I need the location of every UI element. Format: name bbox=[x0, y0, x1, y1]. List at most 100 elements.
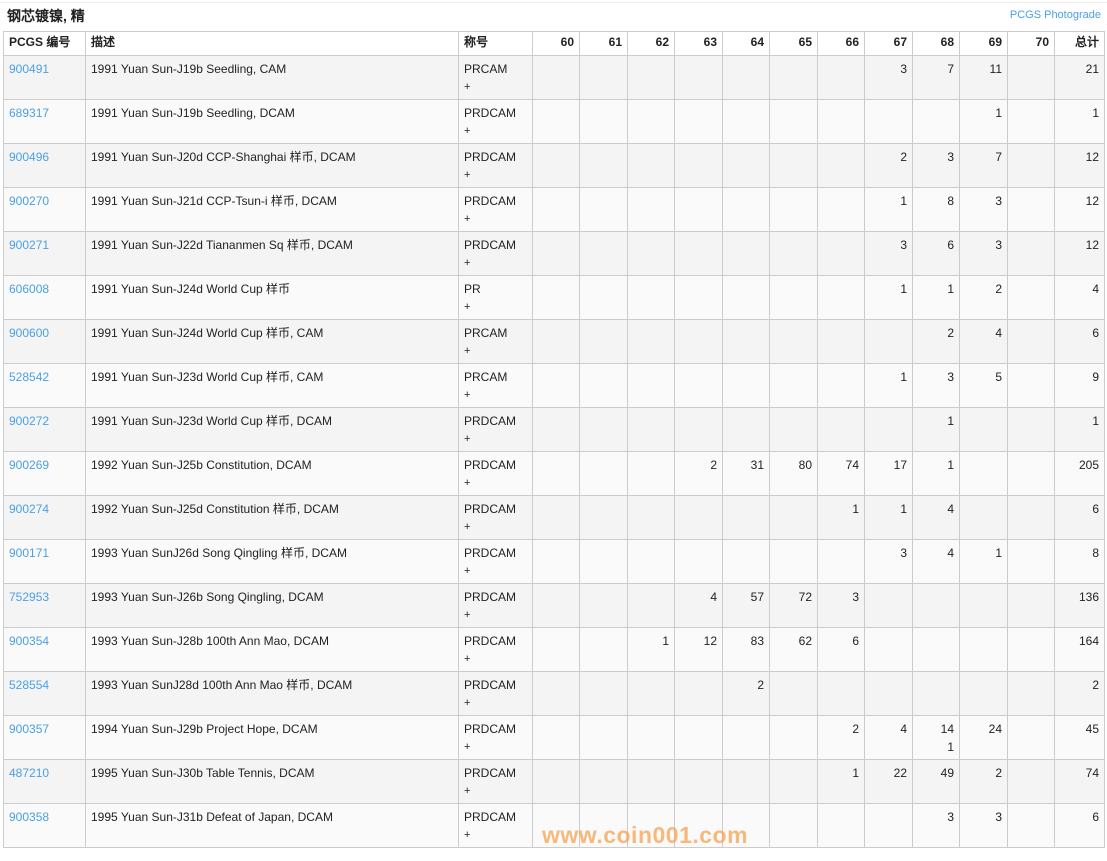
grade-60-count bbox=[532, 407, 580, 452]
designation-cell: PRDCAM + bbox=[458, 231, 533, 276]
grade-62-count bbox=[627, 143, 675, 188]
pcgs-number-link[interactable]: 606008 bbox=[9, 282, 50, 296]
grade-64-count bbox=[722, 759, 770, 804]
grade-69-count bbox=[959, 451, 1008, 496]
pcgs-number-link[interactable]: 900496 bbox=[9, 150, 50, 164]
header-grade-70: 70 bbox=[1007, 31, 1055, 56]
grade-62-count bbox=[627, 495, 675, 540]
pcgs-number-link[interactable]: 900270 bbox=[9, 194, 50, 208]
grade-62-count bbox=[627, 539, 675, 584]
grade-63-count: 2 bbox=[674, 451, 723, 496]
header-total: 总计 bbox=[1054, 31, 1105, 56]
pcgs-number-link[interactable]: 487210 bbox=[9, 766, 50, 780]
pcgs-number-link[interactable]: 900491 bbox=[9, 62, 50, 76]
grade-60-count bbox=[532, 715, 580, 760]
grade-60-count bbox=[532, 451, 580, 496]
grade-62-count bbox=[627, 671, 675, 716]
description-cell: 1991 Yuan Sun-J24d World Cup 样币 bbox=[85, 275, 459, 320]
pcgs-number-link[interactable]: 900358 bbox=[9, 810, 50, 824]
designation: PRDCAM bbox=[464, 678, 517, 692]
grade-70-count bbox=[1007, 143, 1055, 188]
total-count: 21 bbox=[1054, 55, 1105, 100]
header-grade-65: 65 bbox=[769, 31, 818, 56]
pcgs-number-link[interactable]: 900272 bbox=[9, 414, 50, 428]
pcgs-number-link[interactable]: 900357 bbox=[9, 722, 50, 736]
grade-67-count: 3 bbox=[864, 55, 913, 100]
pcgs-number-link[interactable]: 528554 bbox=[9, 678, 50, 692]
grade-63-count bbox=[674, 407, 723, 452]
grade-61-count bbox=[579, 275, 628, 320]
table-body: 900491 1991 Yuan Sun-J19b Seedling, CAM PR… bbox=[3, 55, 1105, 848]
grade-70-count bbox=[1007, 495, 1055, 540]
table-row: 900491 1991 Yuan Sun-J19b Seedling, CAM PR… bbox=[3, 55, 1105, 100]
grade-63-count: 12 bbox=[674, 627, 723, 672]
grade-68-count bbox=[912, 627, 960, 672]
grade-66-count bbox=[817, 99, 865, 144]
pcgs-number-cell: 528554 bbox=[3, 671, 86, 716]
plus-designation: + bbox=[464, 257, 471, 269]
grade-62-count: 1 bbox=[627, 627, 675, 672]
grade-61-count bbox=[579, 143, 628, 188]
grade-61-count bbox=[579, 99, 628, 144]
grade-60-count bbox=[532, 495, 580, 540]
grade-64-count bbox=[722, 715, 770, 760]
grade-65-count bbox=[769, 495, 818, 540]
grade-67-count: 2 bbox=[864, 143, 913, 188]
grade-65-count bbox=[769, 715, 818, 760]
table-row: 900271 1991 Yuan Sun-J22d Tiananmen Sq 样币… bbox=[3, 231, 1105, 276]
grade-70-count bbox=[1007, 583, 1055, 628]
grade-62-count bbox=[627, 187, 675, 232]
header-grade-61: 61 bbox=[579, 31, 628, 56]
grade-63-count bbox=[674, 55, 723, 100]
grade-64-count bbox=[722, 99, 770, 144]
header-grade-69: 69 bbox=[959, 31, 1008, 56]
description-cell: 1991 Yuan Sun-J19b Seedling, CAM bbox=[85, 55, 459, 100]
designation-cell: PRDCAM + bbox=[458, 451, 533, 496]
pcgs-number-link[interactable]: 900600 bbox=[9, 326, 50, 340]
grade-65-count bbox=[769, 275, 818, 320]
grade-70-count bbox=[1007, 715, 1055, 760]
grade-64-count: 31 bbox=[722, 451, 770, 496]
designation: PRDCAM bbox=[464, 546, 517, 560]
designation-cell: PRDCAM + bbox=[458, 671, 533, 716]
designation: PRDCAM bbox=[464, 502, 517, 516]
grade-67-count: 1 bbox=[864, 363, 913, 408]
designation: PRDCAM bbox=[464, 238, 517, 252]
pcgs-number-link[interactable]: 752953 bbox=[9, 590, 50, 604]
table-row: 900171 1993 Yuan SunJ26d Song Qingling 样币… bbox=[3, 539, 1105, 584]
table-row: 752953 1993 Yuan Sun-J26b Song Qingling, … bbox=[3, 583, 1105, 628]
total-count: 6 bbox=[1054, 803, 1105, 848]
grade-69-count: 1 bbox=[959, 99, 1008, 144]
grade-65-count bbox=[769, 363, 818, 408]
header-row: PCGS 编号 描述 称号 60 61 62 63 64 65 66 67 68 69 70 总计 bbox=[3, 31, 1105, 56]
pcgs-number-link[interactable]: 900271 bbox=[9, 238, 50, 252]
grade-67-count bbox=[864, 583, 913, 628]
grade-60-count bbox=[532, 143, 580, 188]
pcgs-photograde-link[interactable]: PCGS Photograde bbox=[1009, 9, 1101, 21]
pcgs-number-link[interactable]: 900274 bbox=[9, 502, 50, 516]
plus-designation: + bbox=[464, 697, 471, 709]
total-count: 1 bbox=[1054, 99, 1105, 144]
grade-62-count bbox=[627, 363, 675, 408]
pcgs-number-link[interactable]: 689317 bbox=[9, 106, 50, 120]
designation: PR bbox=[464, 282, 481, 296]
designation: PRDCAM bbox=[464, 150, 517, 164]
header-grade-64: 64 bbox=[722, 31, 770, 56]
designation-cell: PRCAM + bbox=[458, 319, 533, 364]
grade-69-count: 5 bbox=[959, 363, 1008, 408]
plus-designation: + bbox=[464, 125, 471, 137]
designation-cell: PRDCAM + bbox=[458, 407, 533, 452]
top-divider bbox=[0, 2, 1107, 3]
total-count: 12 bbox=[1054, 187, 1105, 232]
plus-designation: + bbox=[464, 345, 471, 357]
grade-65-count bbox=[769, 671, 818, 716]
pcgs-number-link[interactable]: 528542 bbox=[9, 370, 50, 384]
pcgs-number-link[interactable]: 900354 bbox=[9, 634, 50, 648]
grade-61-count bbox=[579, 539, 628, 584]
plus-designation: + bbox=[464, 565, 471, 577]
grade-66-count: 74 bbox=[817, 451, 865, 496]
grade-63-count bbox=[674, 363, 723, 408]
pcgs-number-link[interactable]: 900171 bbox=[9, 546, 50, 560]
pcgs-number-link[interactable]: 900269 bbox=[9, 458, 50, 472]
description-cell: 1991 Yuan Sun-J24d World Cup 样币, CAM bbox=[85, 319, 459, 364]
